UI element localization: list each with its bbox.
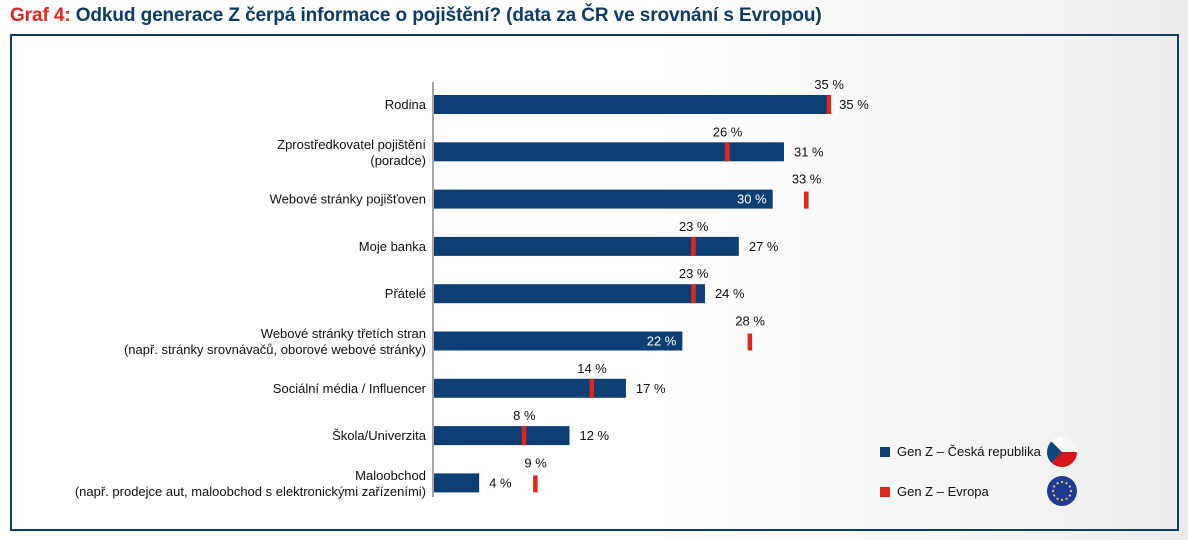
- eu-star: [1065, 482, 1068, 485]
- bar-value-label-cz: 24 %: [715, 286, 745, 301]
- category-label: Sociální média / Influencer: [273, 381, 427, 396]
- eu-star: [1068, 485, 1071, 488]
- legend-item-eu: Gen Z – Evropa: [880, 484, 989, 499]
- eu-star: [1053, 494, 1056, 497]
- bar-cz: [434, 331, 683, 351]
- marker-eu: [533, 475, 538, 493]
- category-label: Webové stránky třetích stran (např. strán…: [124, 326, 426, 357]
- marker-eu: [747, 333, 753, 351]
- chart-frame: [10, 34, 1179, 531]
- marker-eu: [725, 142, 730, 162]
- category-label: Moje banka: [359, 239, 427, 254]
- marker-eu: [691, 284, 696, 304]
- category-label: Škola/Univerzita: [332, 428, 427, 443]
- bar-value-label-cz: 12 %: [579, 428, 609, 443]
- category-label-line: (např. prodejce aut, maloobchod s elektr…: [75, 484, 426, 499]
- marker-value-label-eu: 23 %: [679, 266, 709, 281]
- marker-value-label-eu: 9 %: [524, 455, 547, 470]
- chart-title-text: Odkud generace Z čerpá informace o pojiš…: [75, 5, 822, 26]
- category-label-line: (např. stránky srovnávačů, oborové webov…: [124, 342, 426, 357]
- eu-star: [1068, 494, 1071, 497]
- eu-flag-icon: [1047, 476, 1077, 506]
- eu-star: [1060, 480, 1064, 484]
- bar-cz: [434, 95, 830, 114]
- bar-cz: [434, 426, 570, 446]
- bar-cz: [434, 378, 626, 398]
- marker-value-label-eu: 23 %: [679, 219, 709, 234]
- category-label: Rodina: [385, 97, 427, 112]
- eu-star: [1056, 497, 1059, 500]
- marker-value-label-eu: 28 %: [735, 314, 765, 329]
- bar-cz: [434, 142, 784, 162]
- bar-value-label-cz: 35 %: [839, 97, 869, 112]
- marker-value-label-eu: 26 %: [713, 124, 743, 139]
- marker-eu: [691, 236, 696, 256]
- bar-value-label-cz: 27 %: [749, 239, 779, 254]
- chart-title: Graf 4: Odkud generace Z čerpá informace…: [10, 5, 822, 27]
- legend-item-cz: Gen Z – Česká republika: [880, 444, 1041, 459]
- bar-cz: [434, 473, 480, 493]
- marker-eu: [521, 426, 527, 446]
- marker-eu: [589, 378, 595, 398]
- legend-label-eu: Gen Z – Evropa: [897, 484, 989, 499]
- eu-star: [1065, 497, 1068, 500]
- marker-value-label-eu: 14 %: [577, 361, 607, 376]
- bar-cz: [434, 284, 705, 304]
- bar-cz: [434, 189, 773, 209]
- category-label: Webové stránky pojišťoven: [270, 192, 426, 207]
- bar-value-label-cz: 4 %: [489, 475, 512, 490]
- marker-value-label-eu: 8 %: [513, 408, 536, 423]
- category-label: Přátelé: [385, 286, 426, 301]
- marker-value-label-eu: 33 %: [792, 172, 822, 187]
- category-label-line: Maloobchod: [355, 468, 426, 483]
- bar-value-label-cz: 30 %: [737, 192, 767, 207]
- eu-star: [1056, 482, 1059, 485]
- legend-label-cz: Gen Z – Česká republika: [897, 444, 1041, 459]
- czech-flag-icon: [1047, 437, 1077, 467]
- legend-swatch-cz: [880, 446, 890, 457]
- bar-value-label-cz: 17 %: [636, 381, 666, 396]
- category-label-line: (poradce): [370, 153, 426, 168]
- bar-value-label-cz: 31 %: [794, 144, 824, 159]
- category-label-line: Zprostředkovatel pojištění: [277, 137, 426, 152]
- category-label-line: Webové stránky třetích stran: [261, 326, 426, 341]
- eu-star: [1069, 489, 1073, 493]
- eu-star: [1051, 489, 1055, 493]
- category-label: Zprostředkovatel pojištění (poradce): [277, 137, 426, 168]
- bar-cz: [434, 236, 739, 256]
- bar-value-label-cz: 22 %: [647, 334, 677, 349]
- category-label: Maloobchod (např. prodejce aut, maloobcho…: [75, 468, 426, 499]
- eu-star: [1060, 498, 1064, 502]
- chart-title-prefix: Graf 4:: [10, 5, 71, 26]
- marker-eu: [804, 191, 809, 209]
- marker-value-label-eu: 35 %: [814, 77, 844, 92]
- marker-eu: [826, 95, 832, 114]
- legend-swatch-eu: [880, 486, 890, 497]
- eu-star: [1053, 485, 1056, 488]
